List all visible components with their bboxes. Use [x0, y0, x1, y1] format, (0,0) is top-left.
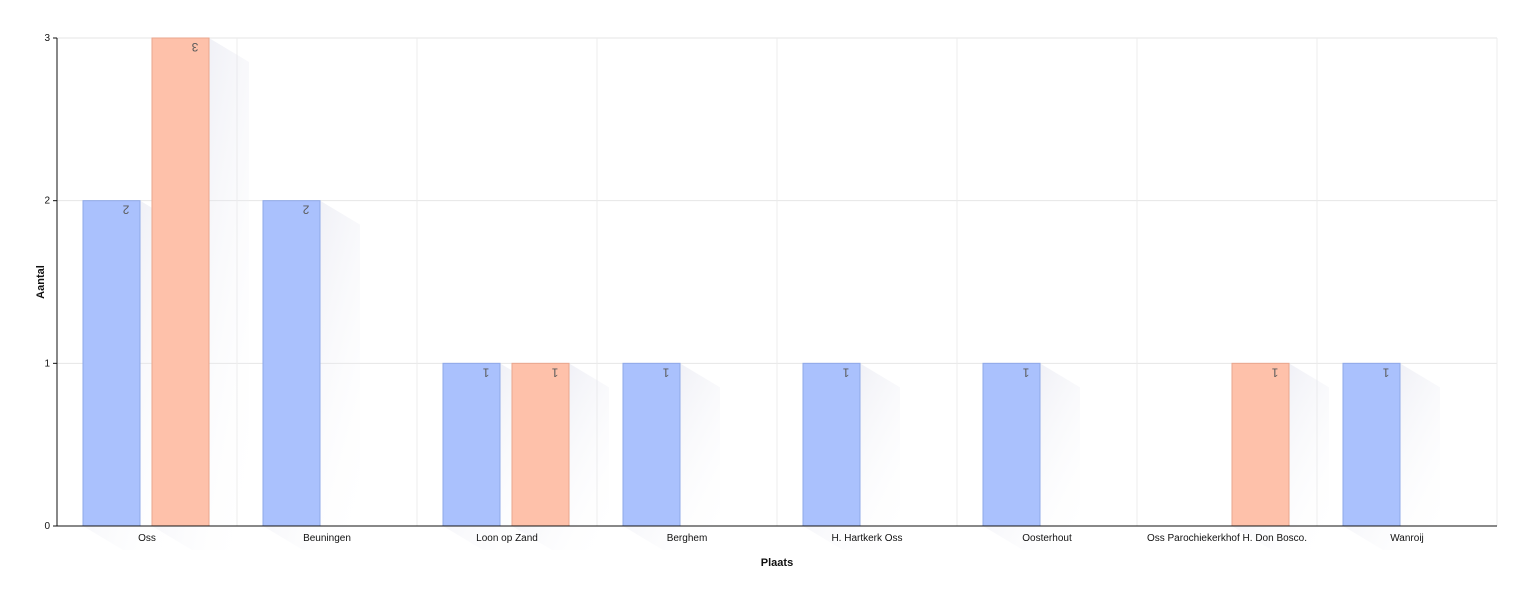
bar-value-label: 1: [1022, 365, 1029, 379]
bar-value-label: 1: [1382, 365, 1389, 379]
x-tick-label: Wanroij: [1390, 533, 1424, 544]
bar: [802, 362, 861, 527]
bar: [442, 362, 501, 527]
bar-value-label: 2: [122, 203, 129, 217]
bars: 2 2 1 1 1 1 1 3 1 1: [82, 37, 1401, 527]
x-tick-label: Beuningen: [303, 533, 351, 544]
bar-value-label: 1: [551, 365, 558, 379]
x-axis-title: Plaats: [761, 557, 793, 569]
x-tick-label: Loon op Zand: [476, 533, 538, 544]
bar-value-label: 2: [302, 203, 309, 217]
y-tick-label: 0: [44, 521, 50, 532]
x-tick-label: H. Hartkerk Oss: [831, 533, 902, 544]
y-tick-label: 2: [44, 196, 50, 207]
y-tick-label: 3: [44, 33, 50, 44]
bar: [151, 37, 210, 527]
bar: [622, 362, 681, 527]
x-tick-label: Oss: [138, 533, 156, 544]
bar: [1231, 362, 1290, 527]
axes: [53, 37, 1497, 527]
bar: [82, 200, 141, 527]
y-tick-label: 1: [44, 358, 50, 369]
x-tick-label: Berghem: [667, 533, 708, 544]
x-tick-label: Oosterhout: [1022, 533, 1072, 544]
bar-value-label: 3: [191, 40, 198, 54]
x-tick-label: Oss Parochiekerkhof H. Don Bosco.: [1147, 533, 1307, 544]
x-tick-labels: Oss Beuningen Loon op Zand Berghem H. Hartke…: [138, 533, 1424, 544]
bar-value-label: 1: [842, 365, 849, 379]
bar: [511, 362, 570, 527]
bar: [982, 362, 1041, 527]
bar: [1342, 362, 1401, 527]
bar: [262, 200, 321, 527]
bar-value-label: 1: [662, 365, 669, 379]
bar-value-label: 1: [482, 365, 489, 379]
y-axis-title: Aantal: [35, 265, 47, 299]
y-tick-labels: 0 1 2 3: [44, 33, 50, 532]
bar-value-label: 1: [1271, 365, 1278, 379]
